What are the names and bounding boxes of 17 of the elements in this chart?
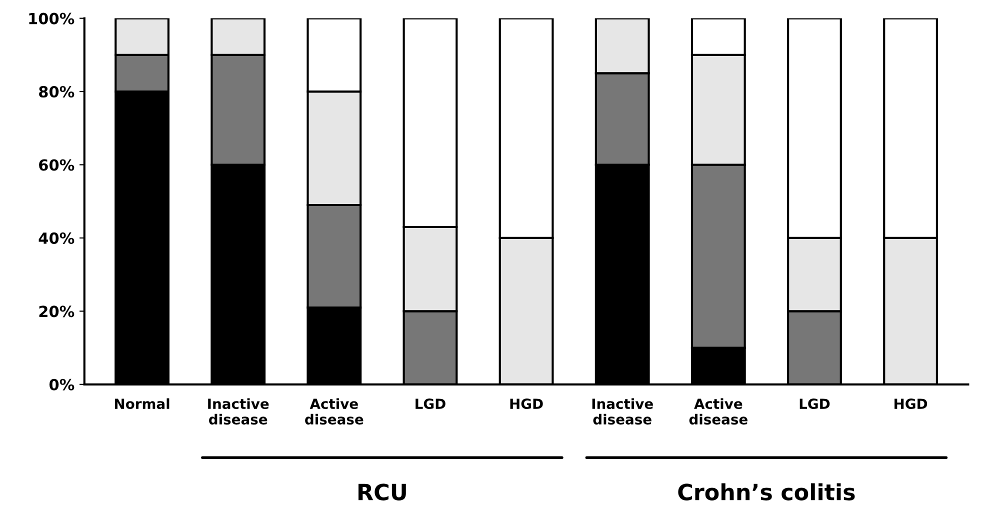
- x-tick-label: Inactive disease: [208, 398, 269, 425]
- y-tick-label: 40%: [38, 232, 74, 244]
- y-tick-label: 20%: [39, 306, 74, 318]
- y-tick-label: 60%: [39, 159, 74, 171]
- y-tick-label: 80%: [39, 86, 74, 98]
- x-tick-label: Active disease: [305, 398, 364, 425]
- text: RCU: [358, 484, 406, 500]
- text: Crohn’s colitis: [678, 483, 855, 500]
- x-tick-label: Inactive disease: [592, 398, 653, 425]
- y-tick-label: 100%: [29, 12, 74, 24]
- x-tick-label: HGD: [510, 398, 543, 410]
- x-tick-label: HGD: [894, 398, 928, 410]
- y-tick-label: 0%: [49, 378, 74, 390]
- x-tick-label: LGD: [416, 398, 446, 410]
- x-tick-label: Active disease: [689, 398, 748, 425]
- x-tick-label: LGD: [800, 398, 830, 410]
- x-tick-label: Normal: [115, 398, 170, 410]
